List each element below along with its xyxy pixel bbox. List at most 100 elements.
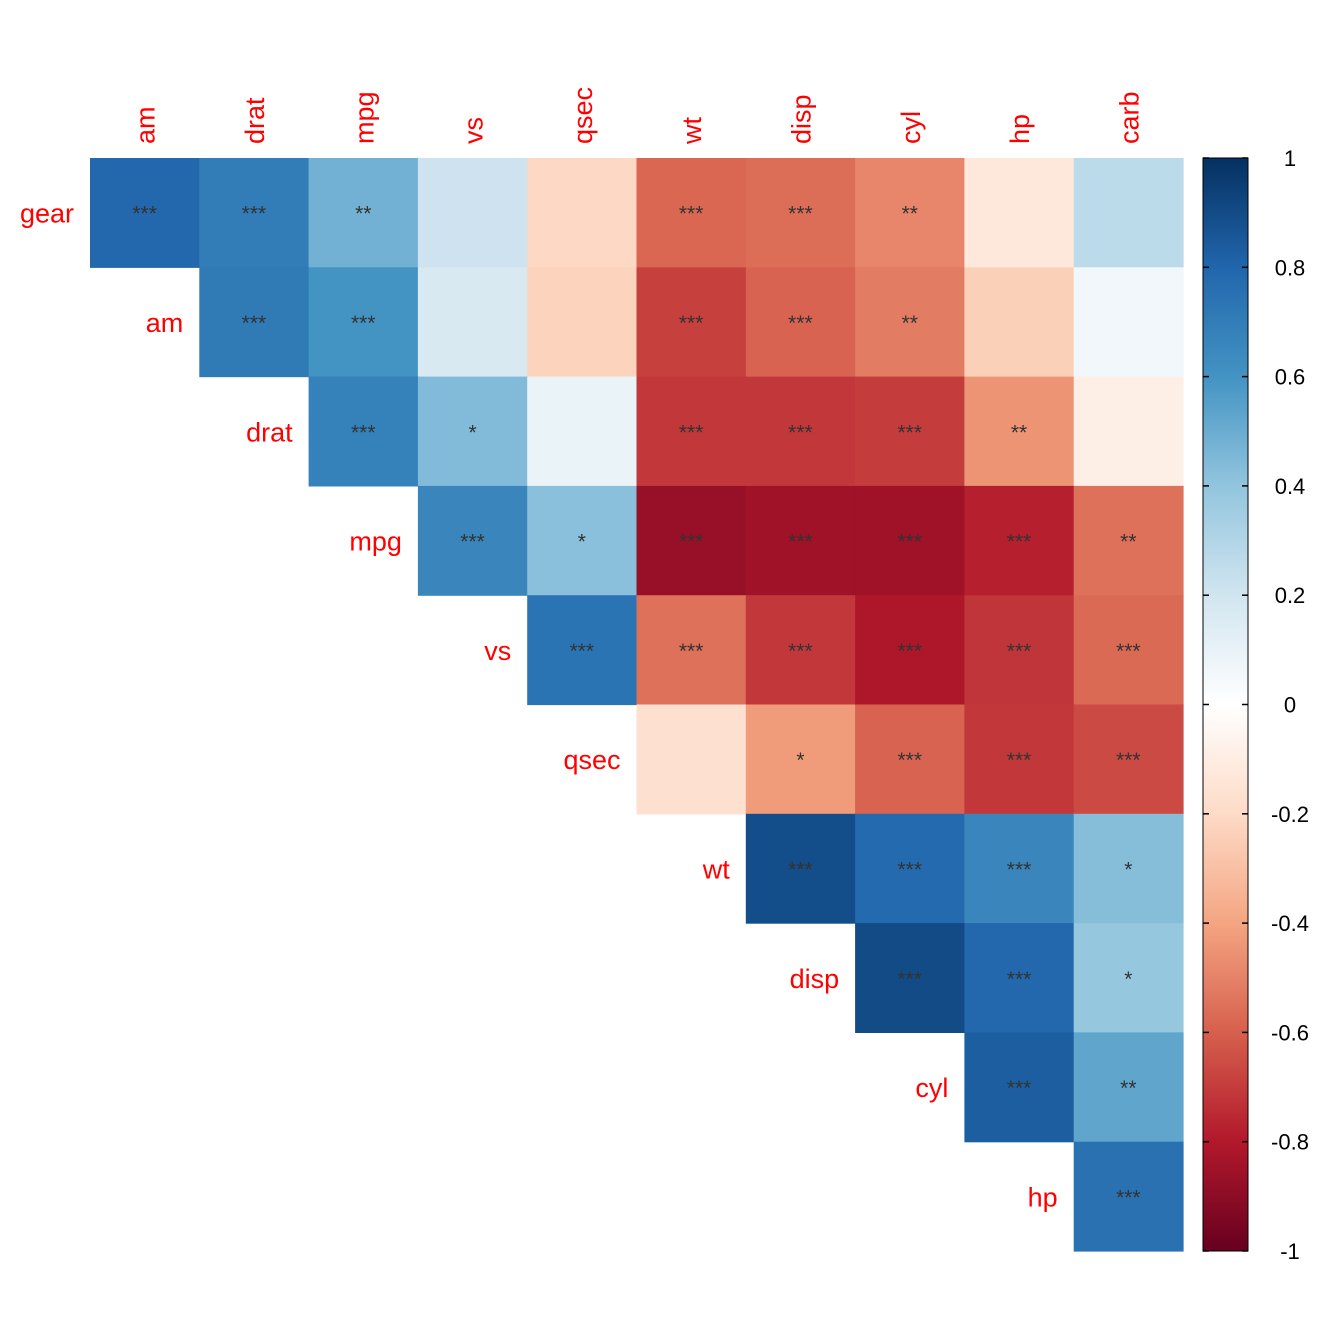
significance-label-drat-wt: *** (679, 421, 704, 444)
heatmap-cell-gear-am (90, 158, 200, 268)
heatmap-cell-drat-mpg (308, 376, 419, 487)
heatmap-cell-am-disp (745, 267, 856, 378)
heatmap-cell-cyl-carb (1073, 1032, 1184, 1143)
significance-label-wt-carb: * (1124, 858, 1132, 881)
significance-label-gear-wt: *** (679, 203, 704, 226)
heatmap-cell-disp-cyl (855, 923, 965, 1033)
heatmap-cell-am-cyl (855, 267, 965, 378)
column-labels: am drat mpg vs qsec wt disp cyl hp carb (131, 87, 1145, 145)
significance-label-am-disp: *** (788, 312, 813, 335)
significance-label-gear-mpg: ** (355, 203, 371, 226)
heatmap-cell-mpg-hp (964, 485, 1075, 596)
legend-color-bar (1202, 157, 1249, 1252)
significance-label-qsec-hp: *** (1007, 749, 1032, 772)
column-label-wt: wt (677, 117, 707, 145)
significance-label-cyl-hp: *** (1007, 1077, 1032, 1100)
significance-label-drat-vs: * (468, 421, 476, 444)
heatmap-cell-gear-cyl (855, 158, 965, 268)
heatmap-cell-disp-hp (964, 923, 1075, 1033)
heatmap-cell-am-hp (964, 267, 1075, 378)
legend-tick-label: -0.4 (1271, 911, 1309, 936)
significance-label-am-cyl: ** (902, 312, 918, 335)
significance-label-mpg-carb: ** (1120, 531, 1136, 554)
heatmap-cell-gear-disp (745, 158, 856, 268)
legend-tick-label: -1 (1280, 1239, 1300, 1264)
heatmap-cell-gear-qsec (527, 158, 638, 268)
significance-label-mpg-cyl: *** (897, 531, 922, 554)
heatmap-cell-drat-hp (964, 376, 1075, 487)
row-label-qsec: qsec (563, 745, 620, 775)
legend-tick-label: 0.4 (1275, 474, 1306, 499)
significance-label-mpg-wt: *** (679, 531, 704, 554)
heatmap-cell-gear-drat (199, 158, 310, 268)
significance-label-disp-cyl: *** (897, 968, 922, 991)
significance-label-mpg-disp: *** (788, 531, 813, 554)
heatmap-cell-am-wt (636, 267, 747, 378)
heatmap-cell-mpg-qsec (527, 485, 638, 596)
legend-tick-label: 0 (1284, 693, 1296, 718)
heatmap-cell-gear-mpg (308, 158, 419, 268)
row-label-mpg: mpg (349, 527, 402, 557)
column-label-am: am (131, 106, 161, 144)
row-label-cyl: cyl (915, 1073, 948, 1103)
row-label-gear: gear (20, 199, 74, 229)
significance-label-am-mpg: *** (351, 312, 376, 335)
significance-layer: *** *** ** *** *** ***** *** *** *** ***** * *** ***… (132, 203, 1140, 1210)
color-legend: 1 0.8 0.6 0.4 0.2 0 -0.2 -0.4 -0.6 -0.8 -1 (1202, 146, 1309, 1264)
significance-label-gear-drat: *** (242, 203, 267, 226)
legend-tick-label: 0.6 (1275, 365, 1306, 390)
heatmap-cell-vs-hp (964, 595, 1075, 706)
heatmap-cell-vs-cyl (855, 595, 965, 706)
heatmap-cell-mpg-vs (417, 485, 528, 596)
heatmap-cell-vs-wt (636, 595, 747, 706)
heatmap-cell-qsec-hp (964, 704, 1075, 815)
heatmap-cell-hp-carb (1073, 1141, 1184, 1252)
cells-layer (90, 158, 1184, 1252)
legend-tick-label: -0.8 (1271, 1130, 1309, 1155)
column-label-vs: vs (459, 117, 489, 144)
significance-label-gear-cyl: ** (902, 203, 918, 226)
heatmap-cell-am-mpg (308, 267, 419, 378)
heatmap-cell-am-qsec (527, 267, 638, 378)
significance-label-drat-disp: *** (788, 421, 813, 444)
heatmap-cell-gear-vs (417, 158, 528, 268)
significance-label-vs-carb: *** (1116, 640, 1141, 663)
heatmap-cell-drat-vs (417, 376, 528, 487)
heatmap-cell-mpg-cyl (855, 485, 965, 596)
row-label-wt: wt (702, 854, 730, 884)
legend-tick-label: -0.6 (1271, 1020, 1309, 1045)
significance-label-qsec-carb: *** (1116, 749, 1141, 772)
heatmap-cell-wt-carb (1073, 813, 1184, 924)
significance-label-qsec-cyl: *** (897, 749, 922, 772)
significance-label-vs-hp: *** (1007, 640, 1032, 663)
row-label-am: am (146, 308, 184, 338)
heatmap-cell-qsec-disp (745, 704, 856, 815)
heatmap-cell-am-drat (199, 267, 310, 378)
heatmap-cell-drat-disp (745, 376, 856, 487)
significance-label-gear-am: *** (132, 203, 157, 226)
heatmap-cell-qsec-wt (636, 704, 747, 815)
row-label-disp: disp (790, 964, 840, 994)
column-label-carb: carb (1114, 91, 1144, 144)
significance-label-mpg-vs: *** (460, 531, 485, 554)
heatmap-cell-vs-disp (745, 595, 856, 706)
significance-label-am-drat: *** (242, 312, 267, 335)
column-label-cyl: cyl (896, 111, 926, 144)
row-label-drat: drat (246, 417, 293, 447)
significance-label-drat-hp: ** (1011, 421, 1027, 444)
significance-label-disp-carb: * (1124, 968, 1132, 991)
significance-label-drat-cyl: *** (897, 421, 922, 444)
column-label-disp: disp (786, 94, 816, 144)
heatmap-cell-qsec-carb (1073, 704, 1184, 815)
heatmap-cell-gear-hp (964, 158, 1075, 268)
heatmap-cell-wt-disp (745, 813, 856, 924)
heatmap-cell-drat-qsec (527, 376, 638, 487)
heatmap-cell-drat-carb (1073, 376, 1184, 487)
heatmap-cell-vs-qsec (527, 595, 638, 706)
heatmap-cell-drat-wt (636, 376, 747, 487)
column-label-mpg: mpg (349, 91, 379, 144)
legend-tick-label: 1 (1284, 146, 1296, 171)
significance-label-drat-mpg: *** (351, 421, 376, 444)
significance-label-vs-wt: *** (679, 640, 704, 663)
heatmap-cell-am-vs (417, 267, 528, 378)
